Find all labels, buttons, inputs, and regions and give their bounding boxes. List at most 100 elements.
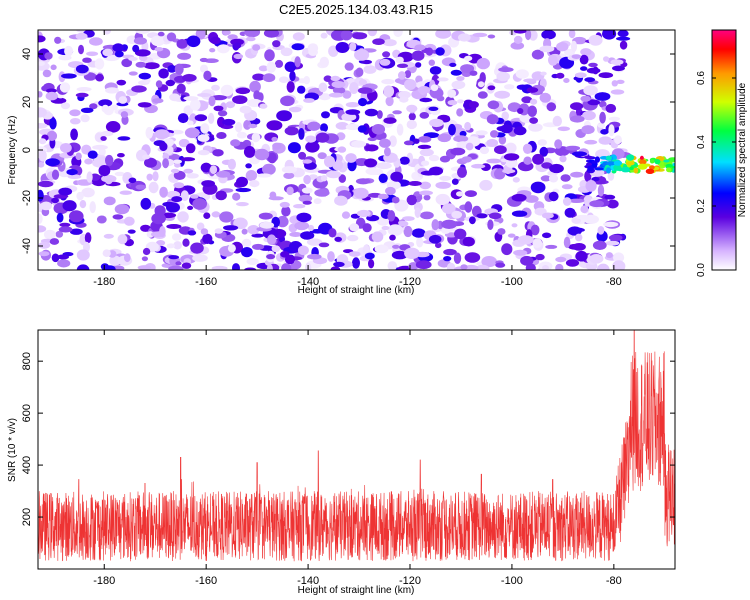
heatmap-cell: [592, 240, 607, 250]
heatmap-cell: [587, 99, 601, 106]
heatmap-cell: [223, 225, 239, 231]
heatmap-signal-cell: [586, 162, 592, 167]
heatmap-cell: [567, 226, 582, 236]
heatmap-cell: [580, 95, 591, 102]
heatmap-cell: [223, 30, 231, 36]
heatmap-cell: [114, 50, 124, 58]
heatmap-cell: [486, 158, 502, 164]
snr-y-axis-label: SNR (10 * v/v): [7, 418, 18, 482]
heatmap-cell: [124, 253, 131, 263]
heatmap-signal-cell: [626, 154, 635, 161]
heatmap-signal-cell: [649, 159, 655, 164]
heatmap-cell: [239, 105, 252, 114]
heatmap-cell: [428, 106, 439, 112]
heatmap-cell: [460, 264, 468, 270]
heatmap-cell: [38, 213, 43, 225]
heatmap-cell: [608, 124, 615, 137]
heatmap-cell: [134, 49, 151, 57]
heatmap-cell: [457, 166, 467, 178]
heatmap-cell: [127, 229, 136, 234]
heatmap-cell: [477, 91, 488, 99]
heatmap-cell: [498, 67, 514, 73]
heatmap-cell: [371, 124, 386, 135]
heatmap-cell: [351, 140, 367, 148]
heatmap-cell: [303, 98, 315, 103]
heatmap-cell: [464, 190, 477, 198]
heatmap-cell: [80, 114, 90, 123]
heatmap-cell: [513, 35, 523, 45]
heatmap-cell: [38, 251, 50, 257]
heatmap-cell: [235, 87, 251, 95]
heatmap-cell: [177, 52, 192, 60]
heatmap-cell: [539, 92, 551, 103]
snr-y-tick-label: 200: [21, 508, 33, 526]
heatmap-cell: [38, 138, 47, 145]
heatmap-cell: [357, 125, 367, 133]
heatmap-cell: [505, 142, 517, 154]
heatmap-cell: [402, 216, 415, 222]
heatmap-cell: [300, 231, 315, 240]
heatmap-cell: [435, 242, 442, 249]
heatmap-cell: [352, 257, 360, 269]
heatmap-cell: [586, 67, 601, 74]
heatmap-cell: [385, 96, 394, 107]
heatmap-cell: [251, 233, 264, 238]
heatmap-cell: [526, 87, 539, 93]
heatmap-cell: [390, 171, 404, 182]
heatmap-cell: [333, 261, 345, 267]
heatmap-cell: [245, 163, 252, 169]
heatmap-cell: [387, 224, 403, 236]
heatmap-cell: [40, 201, 52, 211]
heatmap-cell: [45, 91, 58, 101]
heatmap-cell: [597, 184, 605, 197]
heatmap-cell: [594, 92, 611, 101]
heatmap-cell: [530, 98, 538, 105]
heatmap-cell: [80, 107, 94, 114]
heatmap-cell: [140, 224, 151, 232]
heatmap-cell: [571, 217, 581, 224]
heatmap-cell: [267, 234, 277, 245]
heatmap-panel: -180 -160 -140 -120 -100 -80 -40 -20 0 20 40 Heig…: [7, 29, 748, 296]
heatmap-cell: [365, 144, 379, 152]
heatmap-cell: [399, 96, 409, 103]
heatmap-cell: [570, 115, 585, 123]
heatmap-cell: [392, 244, 400, 249]
heatmap-cell: [408, 181, 422, 186]
heatmap-cell: [162, 201, 176, 207]
heatmap-y-tick-label: 0: [21, 147, 33, 153]
heatmap-cell: [76, 87, 92, 92]
heatmap-cell: [227, 34, 238, 40]
heatmap-cell: [505, 158, 518, 168]
heatmap-y-ticks: -40 -20 0 20 40: [21, 48, 675, 254]
heatmap-cell: [154, 47, 164, 52]
heatmap-cell: [451, 210, 463, 219]
heatmap-cell: [248, 123, 258, 129]
heatmap-cell: [57, 93, 64, 99]
heatmap-cell: [298, 151, 307, 160]
heatmap-cell: [557, 126, 570, 132]
heatmap-y-axis-label: Frequency (Hz): [7, 116, 18, 185]
heatmap-cell: [475, 130, 488, 136]
heatmap-cell: [338, 174, 346, 183]
heatmap-cell: [355, 178, 371, 185]
heatmap-cell: [244, 267, 257, 270]
heatmap-x-tick-label: -140: [297, 276, 319, 288]
heatmap-cell: [58, 226, 73, 233]
heatmap-cell: [606, 199, 619, 209]
heatmap-cell: [535, 253, 545, 261]
heatmap-cell: [419, 148, 434, 157]
heatmap-cell: [486, 114, 499, 125]
heatmap-cell: [199, 57, 209, 63]
heatmap-cell: [60, 143, 72, 153]
heatmap-cell: [599, 100, 607, 108]
heatmap-cell: [176, 83, 186, 94]
heatmap-cell: [457, 99, 464, 104]
heatmap-cell: [212, 149, 224, 157]
heatmap-cell: [200, 162, 212, 173]
heatmap-cell: [252, 243, 265, 250]
heatmap-cell: [232, 95, 248, 104]
heatmap-cell: [460, 64, 475, 73]
heatmap-cell: [86, 51, 99, 57]
heatmap-cell: [585, 180, 597, 192]
heatmap-cell: [233, 42, 242, 49]
